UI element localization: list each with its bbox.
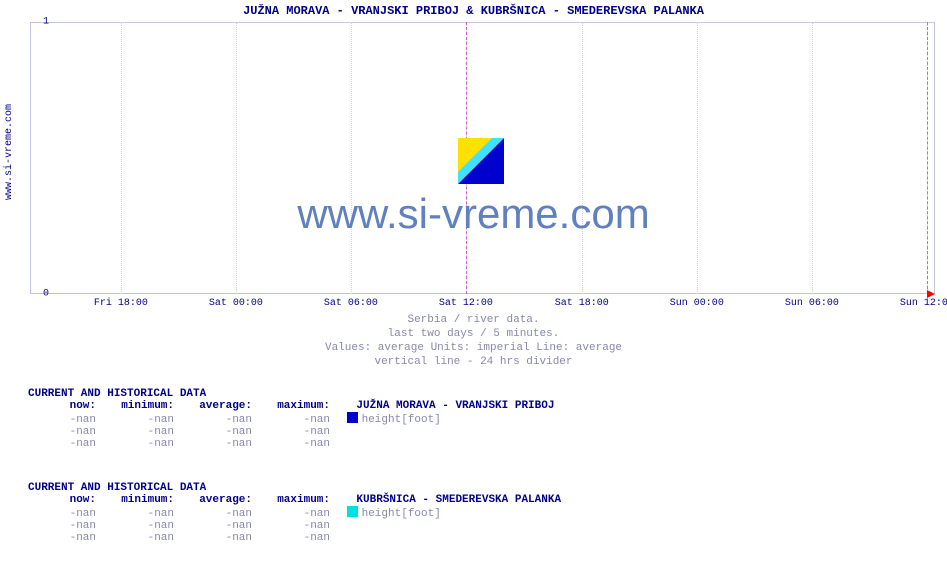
caption-line: Serbia / river data. — [0, 314, 947, 326]
y-tick: 0 — [43, 289, 49, 300]
divider-24h — [927, 22, 928, 294]
legend-swatch-icon — [347, 506, 358, 517]
site-label: www.si-vreme.com — [4, 104, 15, 200]
x-tick: Sat 18:00 — [555, 298, 609, 309]
caption-line: last two days / 5 minutes. — [0, 328, 947, 340]
table-row: -nan-nan-nan-nan — [28, 532, 561, 544]
table-row: -nan-nan-nan-nan — [28, 438, 554, 450]
y-tick: 1 — [43, 17, 49, 28]
x-tick: Sat 12:00 — [439, 298, 493, 309]
data-block: CURRENT AND HISTORICAL DATA now:minimum:… — [28, 388, 554, 450]
table-row: -nan-nan-nan-nan height[foot] — [28, 506, 561, 520]
data-block: CURRENT AND HISTORICAL DATA now:minimum:… — [28, 482, 561, 544]
chart-title: JUŽNA MORAVA - VRANJSKI PRIBOJ & KUBRŠNI… — [0, 4, 947, 18]
caption-line: Values: average Units: imperial Line: av… — [0, 342, 947, 354]
data-header-row: now:minimum:average:maximum: JUŽNA MORAV… — [28, 400, 554, 412]
table-row: -nan-nan-nan-nan — [28, 426, 554, 438]
data-header-row: now:minimum:average:maximum: KUBRŠNICA -… — [28, 494, 561, 506]
logo-icon — [458, 138, 504, 184]
data-title: CURRENT AND HISTORICAL DATA — [28, 388, 554, 400]
x-tick: Fri 18:00 — [94, 298, 148, 309]
legend-swatch-icon — [347, 412, 358, 423]
caption-line: vertical line - 24 hrs divider — [0, 356, 947, 368]
data-title: CURRENT AND HISTORICAL DATA — [28, 482, 561, 494]
table-row: -nan-nan-nan-nan — [28, 520, 561, 532]
table-row: -nan-nan-nan-nan height[foot] — [28, 412, 554, 426]
x-tick: Sun 00:00 — [670, 298, 724, 309]
x-tick: Sun 12:00 — [900, 298, 947, 309]
x-tick: Sun 06:00 — [785, 298, 839, 309]
x-tick: Sat 00:00 — [209, 298, 263, 309]
arrow-icon — [927, 290, 935, 298]
x-tick: Sat 06:00 — [324, 298, 378, 309]
